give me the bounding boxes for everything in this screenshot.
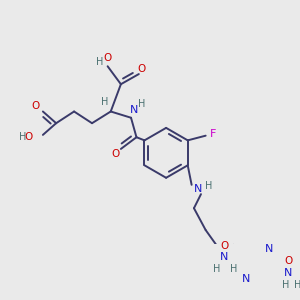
Text: H: H (19, 132, 26, 142)
Text: O: O (111, 149, 119, 159)
Text: O: O (221, 242, 229, 251)
Text: H: H (138, 99, 146, 109)
Text: F: F (210, 129, 217, 139)
Text: N: N (284, 268, 293, 278)
Text: O: O (24, 132, 32, 142)
Text: H: H (230, 264, 237, 274)
Text: O: O (138, 64, 146, 74)
Text: N: N (194, 184, 202, 194)
Text: H: H (294, 280, 300, 290)
Text: O: O (284, 256, 292, 266)
Text: N: N (130, 105, 138, 115)
Text: N: N (242, 274, 250, 284)
Text: H: H (205, 182, 212, 191)
Text: N: N (265, 244, 273, 254)
Text: H: H (283, 280, 290, 290)
Text: N: N (220, 251, 229, 262)
Text: H: H (101, 97, 108, 107)
Text: O: O (31, 101, 39, 111)
Text: H: H (213, 264, 220, 274)
Text: H: H (96, 57, 103, 68)
Text: O: O (103, 53, 112, 64)
